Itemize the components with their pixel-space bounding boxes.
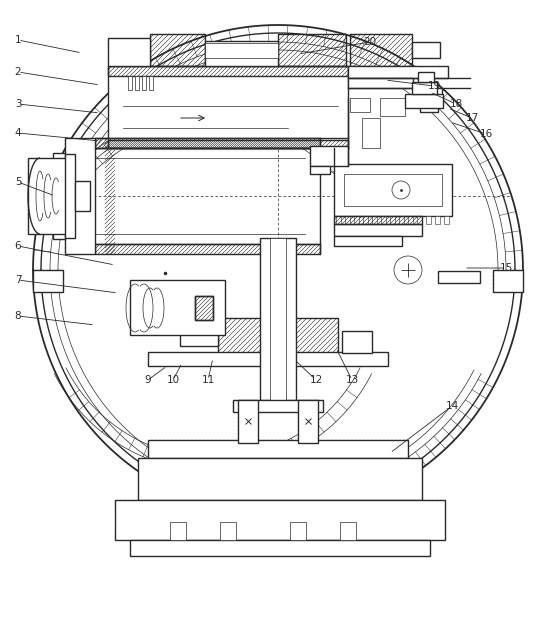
Bar [130,540,430,556]
Bar [260,238,296,400]
Bar [399,216,404,224]
Bar [336,216,341,224]
Bar [170,522,186,540]
Text: 10: 10 [166,375,180,385]
Text: 2: 2 [15,67,21,77]
Bar [28,158,68,234]
Text: 1: 1 [15,35,21,45]
Bar [417,216,422,224]
Text: 13: 13 [346,375,358,385]
Text: 8: 8 [15,311,21,321]
Bar [108,140,348,148]
Bar [238,400,258,443]
Bar [408,216,413,224]
Bar [298,400,318,443]
Text: 14: 14 [445,401,459,411]
Bar [334,164,452,216]
Text: 19: 19 [427,81,441,91]
Bar [148,352,388,366]
Bar [426,216,431,224]
Bar [418,72,434,82]
Text: 9: 9 [144,375,151,385]
Bar [340,522,356,540]
Bar [130,280,225,335]
Bar [150,34,205,66]
Text: 3: 3 [15,99,21,109]
Bar [180,318,218,346]
Bar [390,216,395,224]
Bar [438,271,480,283]
Bar [128,76,132,90]
Bar [278,34,346,66]
Bar [414,88,442,100]
Bar [108,38,150,66]
Text: 20: 20 [363,37,376,47]
Bar [405,94,443,108]
Bar [380,98,405,116]
Bar [363,216,368,224]
Bar [348,78,413,88]
Bar [444,216,449,224]
Bar [195,296,213,320]
Text: 11: 11 [202,375,214,385]
Text: 16: 16 [479,129,493,139]
Bar [135,76,139,90]
Bar [310,166,330,174]
Text: 7: 7 [15,275,21,285]
Bar [350,34,412,66]
Text: 15: 15 [500,263,512,273]
Bar [108,66,348,148]
Bar [270,238,286,400]
Bar [148,440,408,458]
Bar [420,100,438,112]
Bar [218,318,338,360]
Bar [334,224,422,236]
Bar [350,98,370,112]
Bar [412,82,437,94]
Text: 6: 6 [15,241,21,251]
Bar [348,66,448,78]
Bar [138,458,422,500]
Bar [435,216,440,224]
Text: 17: 17 [465,113,479,123]
Bar [372,216,377,224]
Bar [412,42,440,58]
Bar [53,153,65,239]
Bar [205,41,278,66]
Bar [205,43,278,58]
Bar [345,216,350,224]
Bar [354,216,359,224]
Bar [233,400,323,412]
Bar [142,76,146,90]
Bar [362,118,380,148]
Bar [108,66,348,76]
Bar [342,331,372,353]
Bar [95,138,320,148]
Text: 12: 12 [309,375,323,385]
Bar [195,296,213,320]
Bar [65,154,75,238]
Bar [149,76,153,90]
Bar [493,270,523,292]
Text: 18: 18 [449,99,463,109]
Text: 4: 4 [15,128,21,138]
Bar [65,138,95,254]
Bar [33,270,63,292]
Bar [115,500,445,540]
Bar [334,216,422,224]
Text: 5: 5 [15,177,21,187]
Bar [344,174,442,206]
Bar [95,244,320,254]
Bar [220,522,236,540]
Bar [310,146,348,166]
Bar [75,181,90,211]
Bar [290,522,306,540]
Bar [381,216,386,224]
Bar [334,236,402,246]
